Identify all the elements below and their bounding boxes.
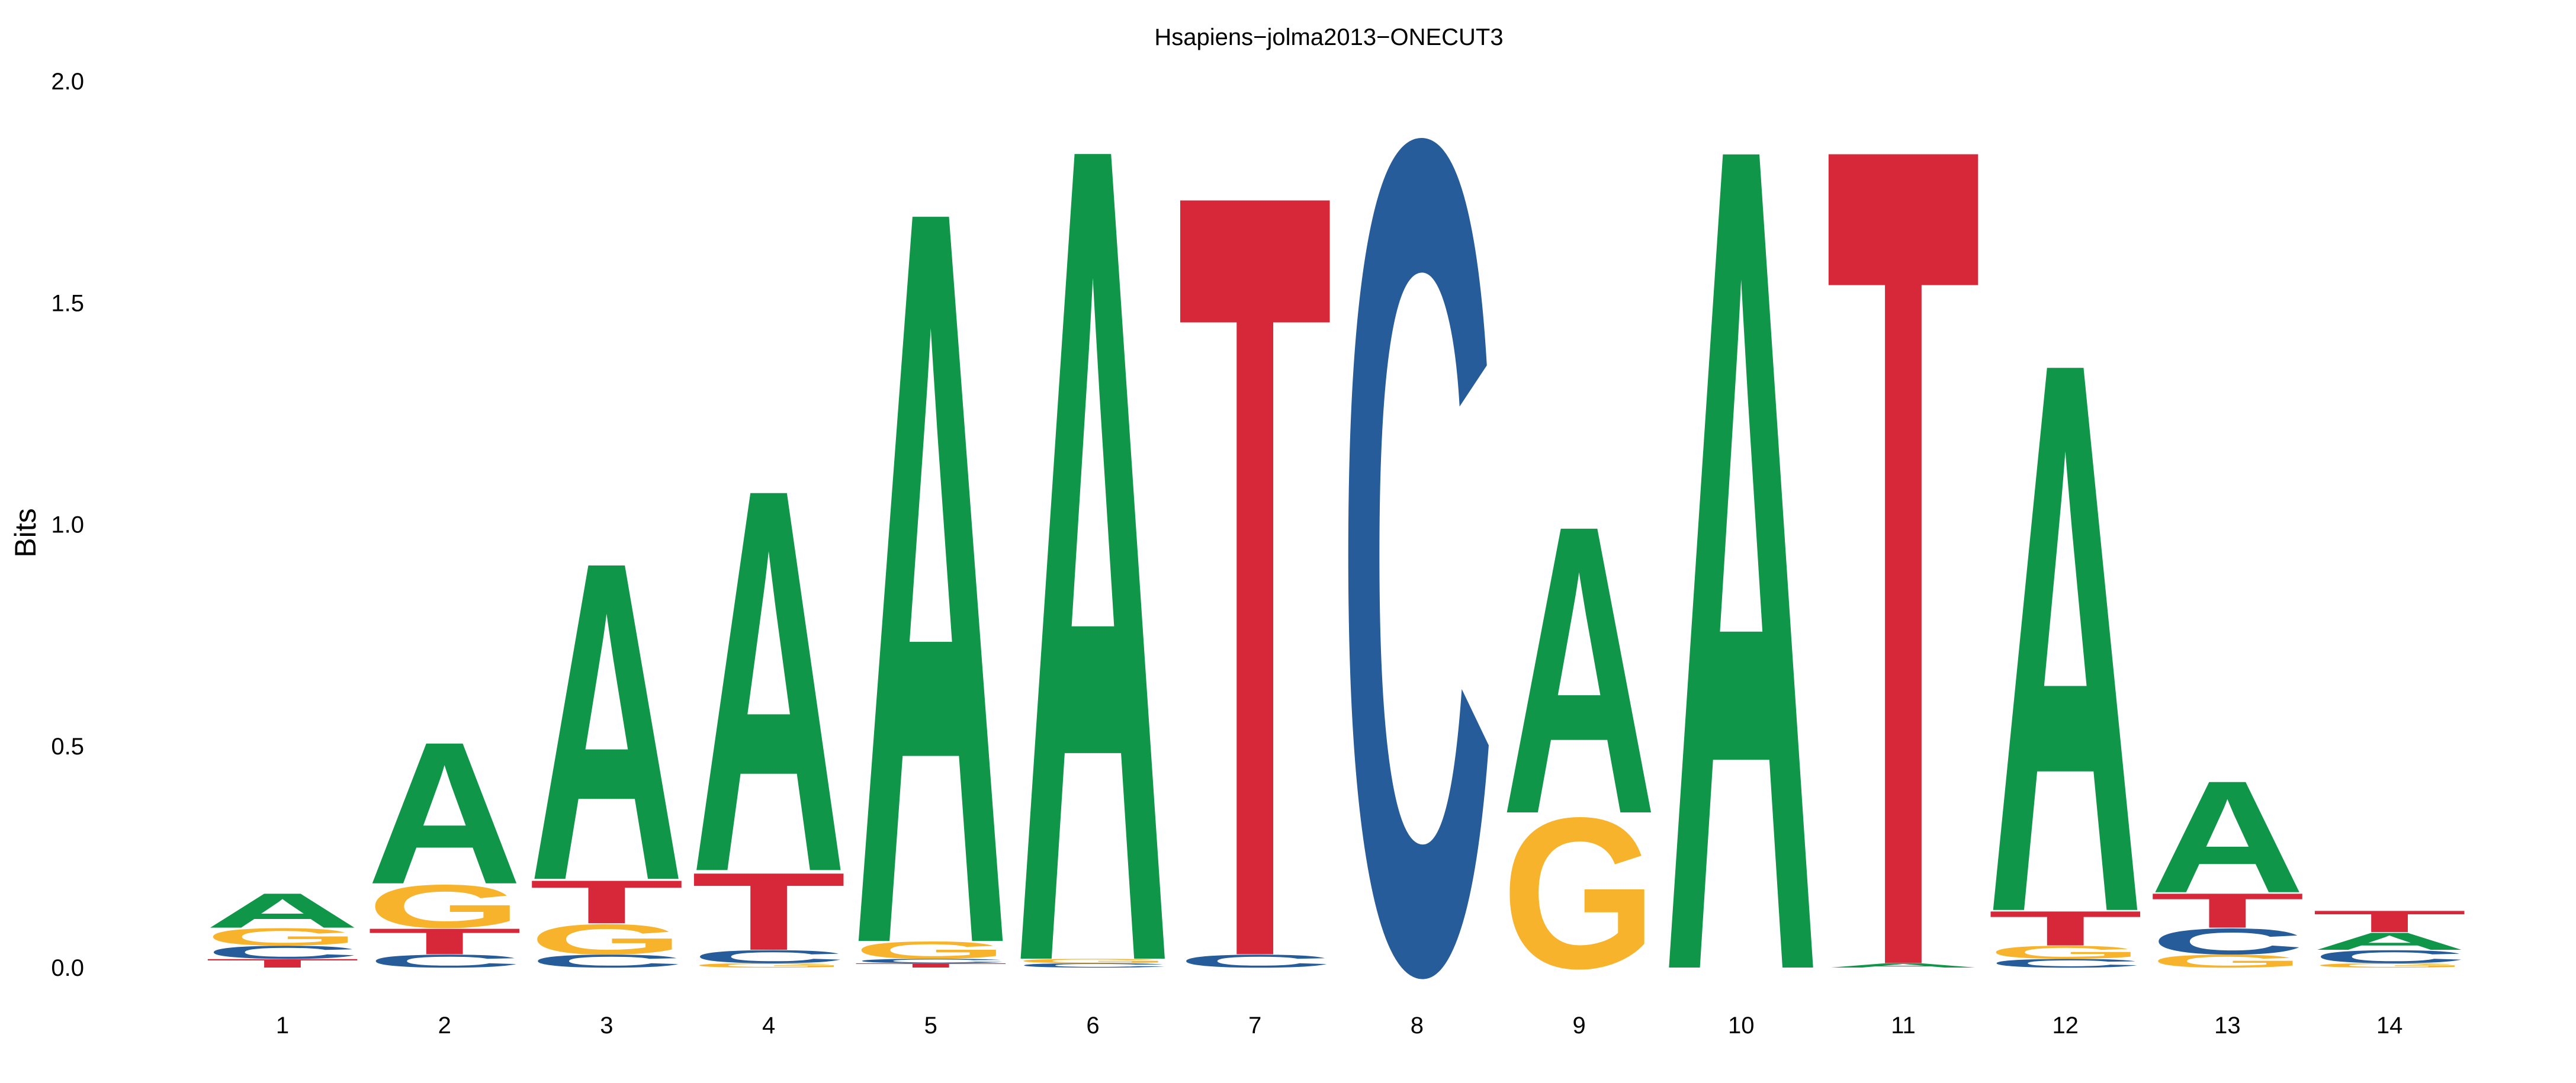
logo-letter-t: T — [1826, 0, 1981, 1083]
logo-letter-t: T — [1988, 901, 2143, 956]
x-tick-label: 8 — [1411, 1013, 1424, 1039]
y-axis-ticks: 0.0 0.5 1.0 1.5 2.0 — [51, 69, 84, 981]
logo-letter-g: G — [853, 936, 1008, 963]
x-tick-label: 12 — [2052, 1013, 2079, 1039]
x-tick-label: 10 — [1728, 1013, 1755, 1039]
logo-letter-g: G — [2150, 951, 2305, 972]
logo-letter-c: C — [1340, 0, 1495, 1083]
logo-letter-g: G — [1016, 957, 1171, 965]
y-tick-label: 0.0 — [51, 955, 84, 981]
x-tick-label: 1 — [276, 1013, 289, 1039]
logo-letter-g: G — [367, 872, 522, 940]
x-tick-label: 6 — [1086, 1013, 1099, 1039]
logo-letter-t: T — [367, 921, 522, 962]
x-tick-label: 7 — [1248, 1013, 1261, 1039]
logo-letter-c: C — [1016, 962, 1171, 969]
logo-letter-c: C — [1988, 956, 2143, 970]
logo-letter-t: T — [205, 956, 360, 970]
logo-letter-g: G — [1502, 773, 1657, 1014]
logo-letter-a: A — [1826, 962, 1981, 969]
x-tick-label: 9 — [1572, 1013, 1585, 1039]
x-tick-label: 5 — [924, 1013, 937, 1039]
y-tick-label: 1.5 — [51, 290, 84, 316]
logo-letter-c: C — [2312, 946, 2467, 967]
logo-letter-t: T — [691, 850, 846, 973]
logo-letter-c: C — [367, 951, 522, 972]
logo-letter-t: T — [853, 962, 1008, 969]
logo-letter-g: G — [205, 923, 360, 950]
logo-letter-a: A — [2312, 927, 2467, 955]
logo-letter-a: A — [367, 699, 522, 927]
x-tick-label: 4 — [762, 1013, 775, 1039]
logo-letter-t: T — [2150, 883, 2305, 939]
x-tick-label: 14 — [2376, 1013, 2403, 1039]
x-axis-ticks: 1 2 3 4 5 6 7 8 9 10 11 12 13 14 — [276, 1013, 2402, 1039]
logo-letter-a: A — [691, 374, 846, 986]
logo-letter-a: A — [1988, 197, 2143, 1077]
x-tick-label: 2 — [438, 1013, 451, 1039]
y-axis-label: Bits — [9, 508, 42, 557]
logo-letter-t: T — [1177, 0, 1332, 1083]
logo-letter-c: C — [529, 951, 684, 972]
logo-letter-a: A — [1016, 0, 1171, 1083]
logo-letter-a: A — [1663, 0, 1819, 1083]
logo-letter-a: A — [853, 0, 1008, 1083]
y-tick-label: 1.0 — [51, 512, 84, 538]
logo-letter-c: C — [1177, 951, 1332, 972]
chart-title: Hsapiens−jolma2013−ONECUT3 — [1154, 24, 1503, 50]
y-tick-label: 2.0 — [51, 69, 84, 95]
logo-letter-g: G — [691, 962, 846, 969]
logo-letter-a: A — [205, 883, 360, 938]
logo-letter-t: T — [2312, 904, 2467, 939]
logo-letter-a: A — [529, 468, 684, 976]
logo-letter-c: C — [853, 957, 1008, 965]
x-tick-label: 13 — [2214, 1013, 2241, 1039]
logo-letter-c: C — [205, 942, 360, 963]
logo-letter-t: T — [529, 868, 684, 937]
logo-letter-g: G — [2312, 962, 2467, 969]
logo-letter-g: G — [1988, 942, 2143, 963]
logo-letter-c: C — [691, 946, 846, 967]
logo-letter-a: A — [1502, 439, 1657, 900]
x-tick-label: 3 — [600, 1013, 613, 1039]
x-tick-label: 11 — [1891, 1013, 1916, 1039]
logo-letter-c: C — [2150, 921, 2305, 962]
y-tick-label: 0.5 — [51, 734, 84, 760]
logo-letter-a: A — [2150, 747, 2305, 926]
logo-letter-g: G — [529, 915, 684, 964]
